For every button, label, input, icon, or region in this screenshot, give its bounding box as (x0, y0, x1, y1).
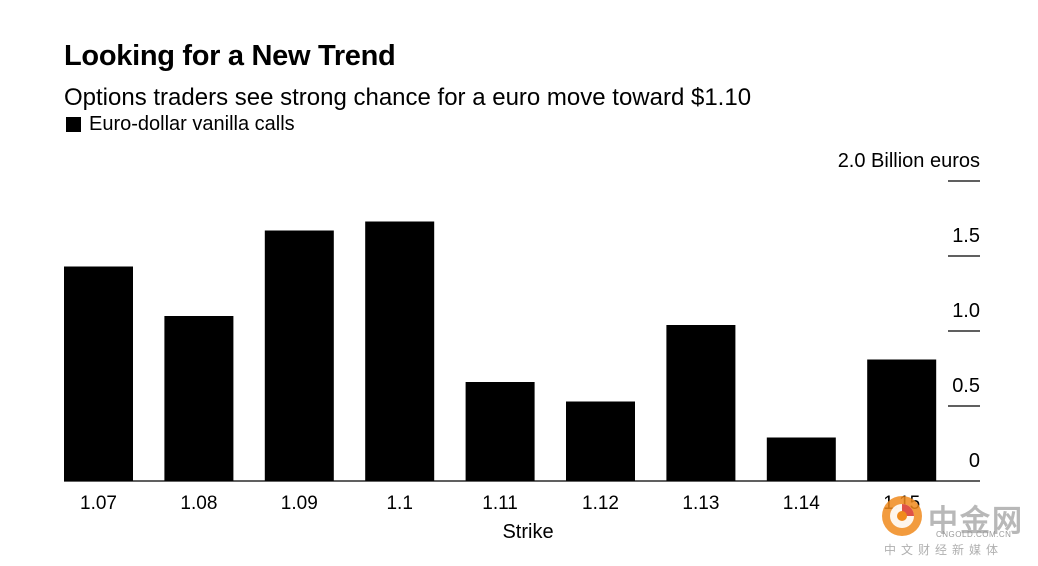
x-tick-label-1.1: 1.1 (386, 493, 412, 514)
x-axis-title: Strike (502, 521, 553, 543)
bars-group (64, 221, 937, 481)
y-tick-label-1.5: 1.5 (952, 225, 980, 247)
bar-1.08 (164, 316, 234, 481)
x-tick-label-1.07: 1.07 (80, 493, 117, 514)
legend-swatch (66, 117, 81, 132)
watermark-name: 中金网 (928, 504, 1024, 539)
x-axis-tick-labels: 1.071.081.091.11.111.121.131.141.15 (80, 493, 920, 514)
chart-title: Looking for a New Trend (64, 40, 396, 72)
x-tick-label-1.11: 1.11 (482, 493, 518, 514)
watermark-domain: CNGOLD.COM.CN (936, 530, 1012, 539)
x-tick-label-1.13: 1.13 (682, 493, 719, 514)
bar-1.15 (867, 359, 937, 481)
legend: Euro-dollar vanilla calls (66, 113, 295, 136)
legend-label: Euro-dollar vanilla calls (89, 113, 295, 135)
bar-1.13 (666, 325, 736, 481)
cngold-logo-icon (882, 496, 922, 536)
x-tick-label-1.12: 1.12 (582, 493, 619, 514)
bar-1.12 (566, 401, 635, 481)
bar-1.07 (64, 266, 133, 481)
y-tick-label-0.5: 0.5 (952, 375, 980, 397)
watermark: 中金网 CNGOLD.COM.CN 中文财经新媒体 (876, 494, 1036, 564)
x-tick-label-1.14: 1.14 (783, 493, 820, 514)
bar-1.11 (465, 382, 535, 481)
y-tick-label-2: 2.0 Billion euros (838, 150, 980, 172)
y-tick-label-0: 0 (969, 450, 980, 472)
y-tick-label-1: 1.0 (952, 300, 980, 322)
bar-1.1 (365, 221, 435, 481)
watermark-tagline: 中文财经新媒体 (884, 543, 1004, 557)
bar-1.09 (264, 230, 334, 481)
chart-subtitle: Options traders see strong chance for a … (64, 84, 752, 111)
x-tick-label-1.09: 1.09 (281, 493, 318, 514)
y-axis: 0 0.5 1.0 1.5 2.0 Billion euros (838, 150, 980, 472)
x-tick-label-1.08: 1.08 (180, 493, 217, 514)
bar-1.14 (766, 437, 836, 481)
